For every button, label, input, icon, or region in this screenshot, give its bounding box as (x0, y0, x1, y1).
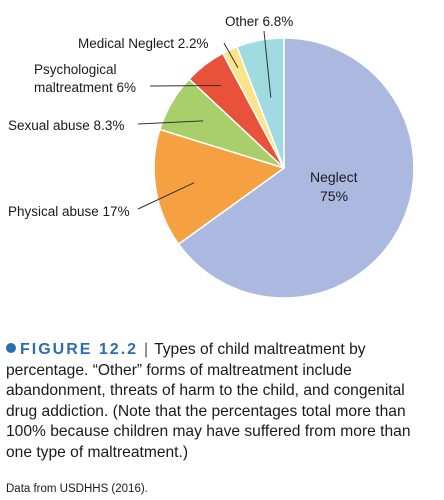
leader-line-medical-neglect (223, 42, 239, 68)
caption-separator: | (144, 341, 149, 358)
bullet-icon (6, 343, 16, 353)
figure-caption: FIGURE 12.2 | Types of child maltreatment … (6, 340, 440, 463)
label-other: Other 6.8% (225, 14, 293, 29)
pie-slice-other (235, 37, 285, 169)
label-physical-abuse: Physical abuse 17% (8, 204, 130, 219)
label-neglect-name: Neglect (310, 169, 358, 185)
source-note: Data from USDHHS (2016). (6, 483, 148, 495)
pie-slice-neglect (177, 37, 415, 299)
figure-label: FIGURE 12.2 (20, 341, 139, 358)
caption-text: Types of child maltreatment by percentag… (6, 341, 411, 461)
label-psychological-line1: Psychological (34, 62, 117, 77)
label-medical-neglect: Medical Neglect 2.2% (78, 36, 209, 51)
label-sexual-abuse: Sexual abuse 8.3% (8, 118, 124, 133)
leader-line-sexual-abuse (137, 120, 204, 125)
leader-line-physical-abuse (137, 182, 195, 210)
label-psychological-line2: maltreatment 6% (34, 80, 136, 95)
pie-chart: Neglect 75% Physical abuse 17% Sexual ab… (8, 14, 415, 299)
label-neglect-value: 75% (320, 188, 348, 204)
leader-line-psychological (149, 85, 221, 87)
leader-line-other (263, 30, 272, 98)
